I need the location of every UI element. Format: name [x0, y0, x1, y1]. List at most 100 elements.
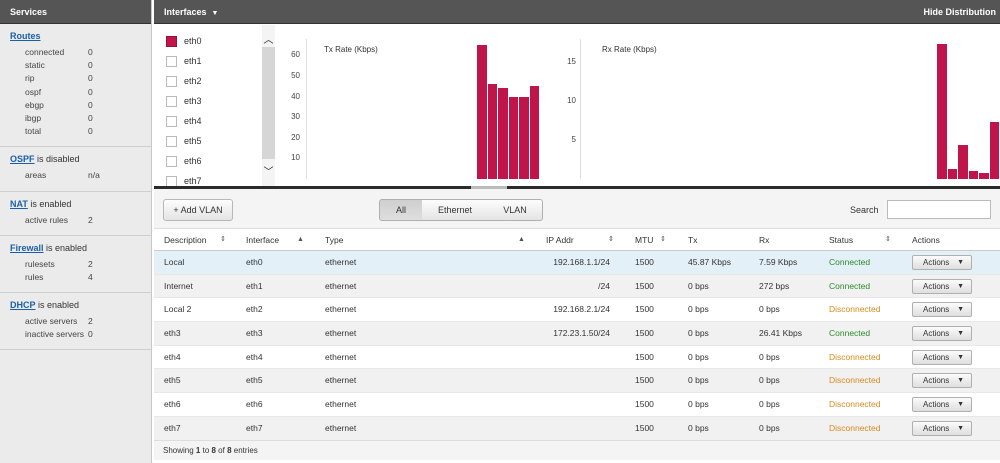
routes-link[interactable]: Routes: [10, 31, 41, 41]
ospf-link[interactable]: OSPF: [10, 154, 35, 165]
resize-grip[interactable]: [471, 186, 507, 189]
interface-list-scrollbar[interactable]: ︿ ﹀: [262, 25, 275, 187]
search-input[interactable]: [887, 200, 991, 219]
stat-label: total: [25, 126, 42, 137]
table-row[interactable]: eth6 eth6 ethernet 1500 0 bps 0 bps Disconnect…: [154, 393, 1000, 417]
sort-both-icon[interactable]: ⇕: [660, 236, 666, 243]
cell-status: Disconnected: [829, 304, 881, 315]
filter-all-button[interactable]: All: [379, 199, 423, 221]
table-footer: Showing 1 to 8 of 8 entries: [154, 440, 1000, 460]
sort-both-icon[interactable]: ⇕: [220, 236, 226, 243]
stat-row: total 0: [10, 125, 151, 138]
cell-iface: eth3: [246, 328, 263, 339]
hide-distribution-button[interactable]: Hide Distribution: [923, 7, 997, 17]
filter-vlan-button[interactable]: VLAN: [488, 199, 543, 221]
stat-value: 0: [88, 112, 93, 123]
add-vlan-button[interactable]: + Add VLAN: [163, 199, 233, 221]
nat-link[interactable]: NAT: [10, 198, 28, 209]
col-rx: Rx: [759, 235, 770, 245]
row-actions-button[interactable]: Actions ▼: [912, 302, 972, 318]
row-actions-button[interactable]: Actions ▼: [912, 255, 972, 270]
table-row[interactable]: eth7 eth7 ethernet 1500 0 bps 0 bps Disconnect…: [154, 416, 1000, 441]
y-tick-label: 20: [291, 132, 300, 142]
row-actions-button[interactable]: Actions ▼: [912, 326, 972, 342]
sort-asc-icon[interactable]: ▲: [297, 236, 304, 243]
checkbox[interactable]: [166, 115, 177, 127]
stat-value: 0: [88, 86, 93, 97]
stat-row: areas n/a: [10, 169, 151, 182]
sort-asc-icon[interactable]: ▲: [518, 236, 525, 243]
scroll-down-icon[interactable]: ﹀: [263, 167, 274, 178]
stat-label: rules: [25, 271, 44, 282]
scroll-up-icon[interactable]: ︿: [263, 35, 274, 46]
stat-value: 0: [88, 73, 93, 84]
interface-checkbox-item[interactable]: eth3: [166, 94, 202, 108]
dhcp-link[interactable]: DHCP: [10, 300, 36, 311]
routes-section: Routes connected 0 static 0 rip 0 ospf 0 ebgp 0 ib…: [0, 24, 151, 148]
dhcp-section: DHCP is enabled active servers 2 inactive …: [0, 293, 151, 351]
col-interface[interactable]: Interface: [246, 235, 280, 245]
checkbox[interactable]: [166, 155, 177, 167]
cell-type: ethernet: [325, 328, 357, 339]
firewall-link[interactable]: Firewall: [10, 242, 44, 253]
chart-bar: [937, 43, 947, 179]
col-type[interactable]: Type: [325, 235, 344, 245]
stat-label: rulesets: [25, 258, 55, 269]
col-ip-addr[interactable]: IP Addr: [546, 235, 574, 245]
cell-desc: eth3: [164, 328, 181, 339]
stat-label: inactive servers: [25, 329, 85, 340]
scrollbar-thumb[interactable]: [262, 47, 275, 159]
filter-ethernet-button[interactable]: Ethernet: [422, 199, 489, 221]
y-tick-label: 30: [291, 112, 300, 122]
table-row[interactable]: Internet eth1 ethernet/24 1500 0 bps 272 bps C…: [154, 274, 1000, 299]
table-row[interactable]: eth5 eth5 ethernet 1500 0 bps 0 bps Disconnect…: [154, 369, 1000, 394]
cell-desc: Internet: [164, 280, 193, 291]
sort-both-icon[interactable]: ⇕: [885, 236, 891, 243]
actions-label: Actions: [923, 305, 950, 315]
checkbox[interactable]: [166, 95, 177, 107]
footer-text: of: [215, 446, 228, 455]
interfaces-menu[interactable]: Interfaces ▼: [164, 0, 218, 26]
interface-checkbox-item[interactable]: eth0: [166, 34, 202, 48]
caret-down-icon: ▼: [957, 377, 964, 385]
interface-checkbox-item[interactable]: eth2: [166, 74, 202, 88]
actions-label: Actions: [923, 423, 950, 433]
checkbox[interactable]: [166, 35, 177, 47]
cell-desc: eth6: [164, 399, 181, 410]
stat-row: inactive servers 0: [10, 328, 151, 341]
cell-type: ethernet: [325, 257, 357, 267]
checkbox[interactable]: [166, 75, 177, 87]
table-row[interactable]: eth3 eth3 ethernet 172.23.1.50/24 1500 0 bps 2…: [154, 322, 1000, 346]
checkbox[interactable]: [166, 55, 177, 67]
interface-label: eth6: [184, 156, 202, 166]
table-row[interactable]: Local eth0 ethernet 192.168.1.1/24 1500 45.87…: [154, 251, 1000, 275]
row-actions-button[interactable]: Actions ▼: [912, 397, 972, 413]
y-tick-label: 40: [291, 91, 300, 101]
caret-down-icon: ▼: [957, 306, 964, 314]
interface-checkbox-item[interactable]: eth4: [166, 114, 202, 128]
caret-down-icon: ▼: [211, 10, 219, 17]
interface-checkbox-item[interactable]: eth6: [166, 154, 202, 168]
sort-both-icon[interactable]: ⇕: [608, 236, 614, 243]
interface-checkbox-item[interactable]: eth1: [166, 54, 202, 68]
interface-checkbox-item[interactable]: eth5: [166, 134, 202, 148]
checkbox[interactable]: [166, 175, 177, 187]
col-status[interactable]: Status: [829, 235, 854, 245]
tx-rate-chart: Tx Rate (Kbps) 60 50 40 30 20 10: [280, 25, 570, 187]
row-actions-button[interactable]: Actions ▼: [912, 420, 972, 436]
chart-bar: [508, 96, 518, 179]
col-description[interactable]: Description: [164, 235, 207, 245]
row-actions-button[interactable]: Actions ▼: [912, 349, 972, 365]
row-actions-button[interactable]: Actions ▼: [912, 278, 972, 294]
stat-row: rules 4: [10, 271, 151, 284]
chart-bar: [487, 84, 497, 179]
row-actions-button[interactable]: Actions ▼: [912, 373, 972, 389]
interface-label: eth4: [184, 116, 202, 126]
cell-desc: eth7: [164, 422, 181, 433]
interface-label: eth1: [184, 56, 202, 66]
table-row[interactable]: Local 2 eth2 ethernet 192.168.2.1/24 1500 0 b…: [154, 298, 1000, 323]
table-row[interactable]: eth4 eth4 ethernet 1500 0 bps 0 bps Disconnect…: [154, 346, 1000, 370]
cell-desc: Local: [164, 257, 185, 267]
checkbox[interactable]: [166, 135, 177, 147]
col-mtu[interactable]: MTU: [635, 235, 654, 245]
